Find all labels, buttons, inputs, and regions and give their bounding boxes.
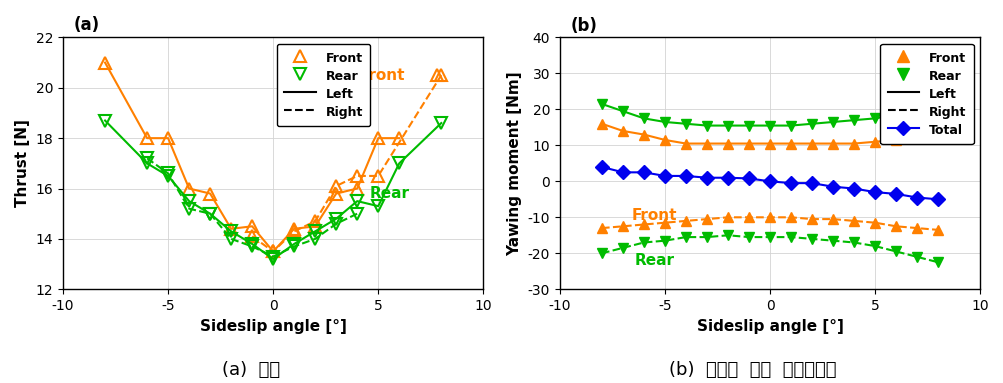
Text: (a): (a) [73,16,99,34]
X-axis label: Sideslip angle [°]: Sideslip angle [°] [200,319,346,334]
Text: (b)  추력에  의한  요잌모멘트: (b) 추력에 의한 요잌모멘트 [669,361,835,379]
Legend: Front, Rear, Left, Right: Front, Rear, Left, Right [277,44,370,126]
Text: (a)  추력: (a) 추력 [222,361,280,379]
Text: Front: Front [631,208,677,223]
Text: (b): (b) [570,16,597,34]
Text: Rear: Rear [369,186,409,201]
Text: Rear: Rear [634,253,674,268]
Legend: Front, Rear, Left, Right, Total: Front, Rear, Left, Right, Total [880,44,973,144]
Y-axis label: Yawing moment [Nm]: Yawing moment [Nm] [507,71,522,255]
Y-axis label: Thrust [N]: Thrust [N] [15,119,30,207]
X-axis label: Sideslip angle [°]: Sideslip angle [°] [696,319,843,334]
Text: Front: Front [359,68,409,83]
